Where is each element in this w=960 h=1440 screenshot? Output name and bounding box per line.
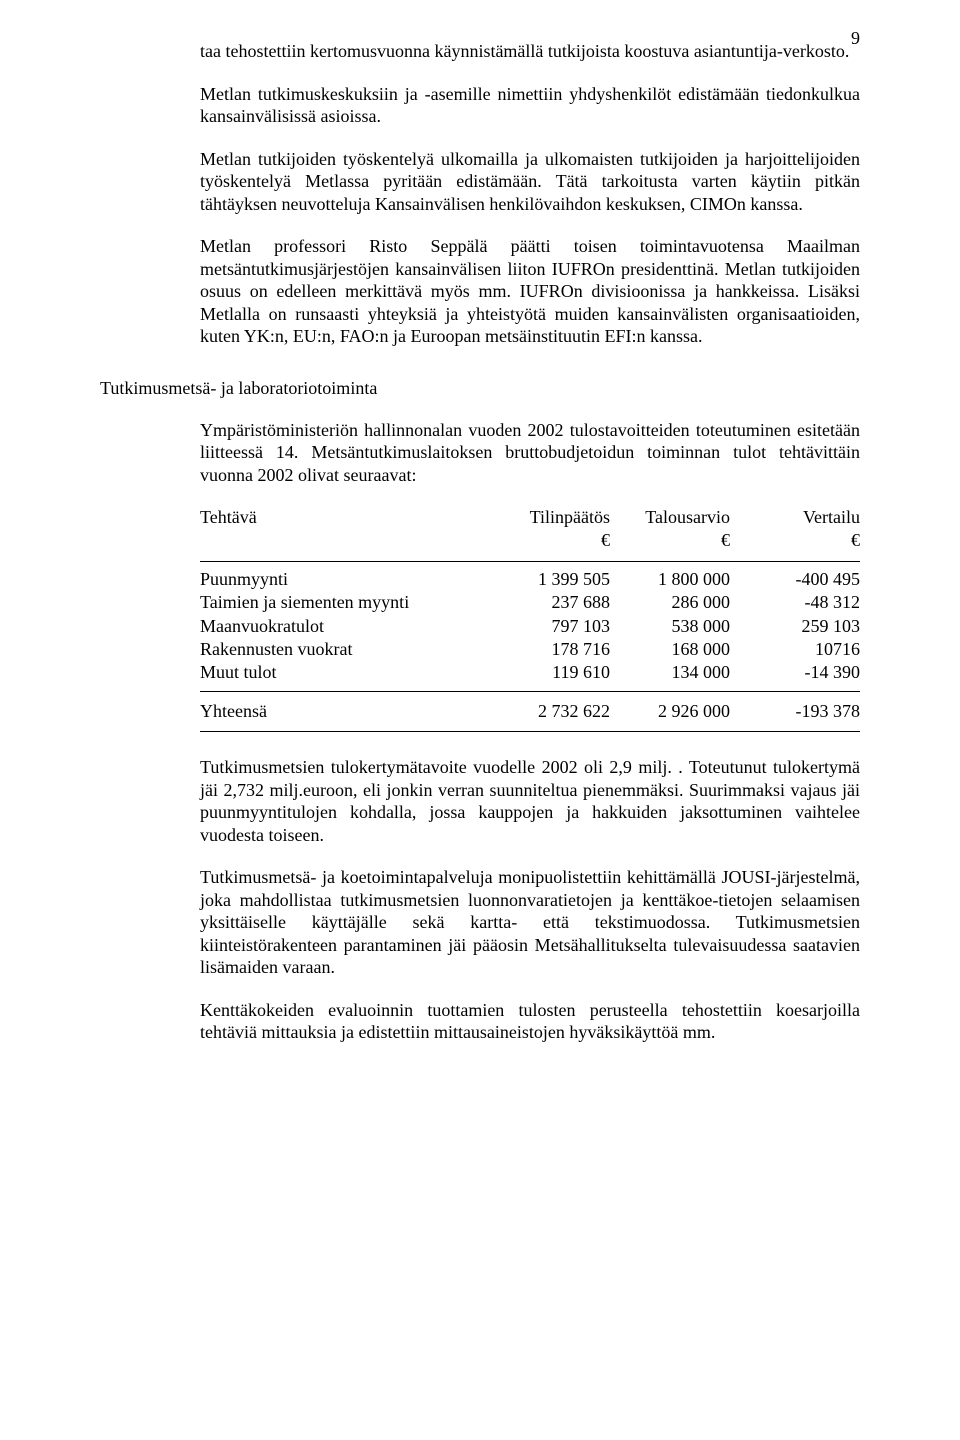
table-cell: 2 732 622	[490, 700, 610, 723]
paragraph: Kenttäkokeiden evaluoinnin tuottamien tu…	[200, 999, 860, 1044]
table-cell: 259 103	[730, 615, 860, 638]
table-cell: Puunmyynti	[200, 568, 490, 591]
table-row: Puunmyynti 1 399 505 1 800 000 -400 495	[200, 568, 860, 591]
table-header: €	[490, 529, 610, 552]
table-header-row: € € €	[200, 529, 860, 552]
table-cell: 237 688	[490, 591, 610, 614]
paragraph: Metlan tutkijoiden työskentelyä ulkomail…	[200, 148, 860, 216]
table-cell: Rakennusten vuokrat	[200, 638, 490, 661]
table-cell: 178 716	[490, 638, 610, 661]
table-cell: Taimien ja siementen myynti	[200, 591, 490, 614]
table-rule	[200, 561, 860, 562]
table-header: Talousarvio	[610, 506, 730, 529]
table-header: €	[610, 529, 730, 552]
table-cell: 134 000	[610, 661, 730, 684]
paragraph: Ympäristöministeriön hallinnonalan vuode…	[200, 419, 860, 487]
table-header: Vertailu	[730, 506, 860, 529]
table-cell: 168 000	[610, 638, 730, 661]
table-cell: 2 926 000	[610, 700, 730, 723]
table-cell: 10716	[730, 638, 860, 661]
table-header: Tehtävä	[200, 506, 490, 529]
table-cell: -193 378	[730, 700, 860, 723]
table-cell: 797 103	[490, 615, 610, 638]
table-cell: 286 000	[610, 591, 730, 614]
table-cell: 538 000	[610, 615, 730, 638]
table-cell: 1 800 000	[610, 568, 730, 591]
table-cell: Yhteensä	[200, 700, 490, 723]
paragraph: Tutkimusmetsä- ja koetoimintapalveluja m…	[200, 866, 860, 979]
table-header: €	[730, 529, 860, 552]
table-cell: -48 312	[730, 591, 860, 614]
paragraph: Metlan professori Risto Seppälä päätti t…	[200, 235, 860, 348]
table-rule	[200, 731, 860, 732]
table-cell: 119 610	[490, 661, 610, 684]
financial-table: Tehtävä Tilinpäätös Talousarvio Vertailu…	[200, 506, 860, 732]
paragraph: Tutkimusmetsien tulokertymätavoite vuode…	[200, 756, 860, 846]
table-cell: -400 495	[730, 568, 860, 591]
table-cell: -14 390	[730, 661, 860, 684]
table-header-row: Tehtävä Tilinpäätös Talousarvio Vertailu	[200, 506, 860, 529]
table-row: Rakennusten vuokrat 178 716 168 000 1071…	[200, 638, 860, 661]
page-number: 9	[851, 28, 860, 49]
section-heading: Tutkimusmetsä- ja laboratoriotoiminta	[100, 378, 860, 399]
table-row: Muut tulot 119 610 134 000 -14 390	[200, 661, 860, 684]
table-body: Puunmyynti 1 399 505 1 800 000 -400 495 …	[200, 566, 860, 687]
paragraph: Metlan tutkimuskeskuksiin ja -asemille n…	[200, 83, 860, 128]
table-cell: Maanvuokratulot	[200, 615, 490, 638]
document-page: 9 taa tehostettiin kertomusvuonna käynni…	[0, 0, 960, 1084]
table-header	[200, 529, 490, 552]
table-cell: 1 399 505	[490, 568, 610, 591]
paragraph: taa tehostettiin kertomusvuonna käynnist…	[200, 40, 860, 63]
table-total-row: Yhteensä 2 732 622 2 926 000 -193 378	[200, 696, 860, 727]
table-row: Maanvuokratulot 797 103 538 000 259 103	[200, 615, 860, 638]
table-cell: Muut tulot	[200, 661, 490, 684]
table-header: Tilinpäätös	[490, 506, 610, 529]
table-row: Taimien ja siementen myynti 237 688 286 …	[200, 591, 860, 614]
table-rule	[200, 691, 860, 692]
